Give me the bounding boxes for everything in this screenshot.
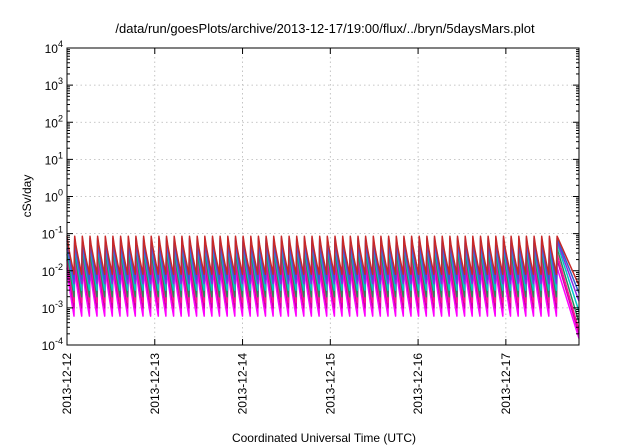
x-tick-label: 2013-12-15 [323,353,337,415]
series-group [66,235,580,339]
axis-ticks [66,47,579,346]
y-tick-base: 10 [42,302,56,316]
y-tick-exponent: 0 [58,188,63,198]
y-tick-base: 10 [42,265,56,279]
y-tick-label: 10-3 [42,299,63,316]
x-tick-label: 2013-12-16 [411,353,425,415]
y-tick-exponent: 2 [58,113,63,123]
y-tick-base: 10 [45,153,59,167]
y-tick-label: 100 [45,188,63,205]
y-tick-base: 10 [42,339,56,353]
y-tick-base: 10 [45,42,59,56]
x-tick-labels: 2013-12-12 2013-12-13 2013-12-14 2013-12-15… [60,353,513,415]
y-tick-exponent: 1 [58,150,63,160]
y-axis-label: cSv/day [20,175,34,218]
y-tick-exponent: 4 [58,39,63,49]
y-tick-base: 10 [45,191,59,205]
y-tick-base: 10 [42,228,56,242]
chart-title: /data/run/goesPlots/archive/2013-12-17/1… [115,21,535,36]
x-axis-label: Coordinated Universal Time (UTC) [232,431,416,445]
y-tick-label: 104 [45,39,63,56]
x-tick-label: 2013-12-14 [236,353,250,415]
x-tick-label: 2013-12-13 [148,353,162,415]
y-tick-exponent: 3 [58,76,63,86]
x-tick-label: 2013-12-12 [60,353,74,415]
y-tick-label: 10-2 [42,262,63,279]
y-tick-label: 10-1 [42,225,63,242]
y-tick-exponent: -3 [55,299,63,309]
y-tick-exponent: -2 [55,262,63,272]
series-line [66,235,580,286]
y-tick-exponent: -1 [55,225,63,235]
y-tick-label: 10-4 [42,336,63,353]
y-tick-label: 102 [45,113,63,130]
y-tick-label: 103 [45,76,63,93]
x-tick-label: 2013-12-17 [499,353,513,415]
y-tick-base: 10 [45,116,59,130]
y-tick-base: 10 [45,79,59,93]
y-tick-exponent: -4 [55,336,63,346]
y-tick-label: 101 [45,150,63,167]
series-line [66,267,580,339]
